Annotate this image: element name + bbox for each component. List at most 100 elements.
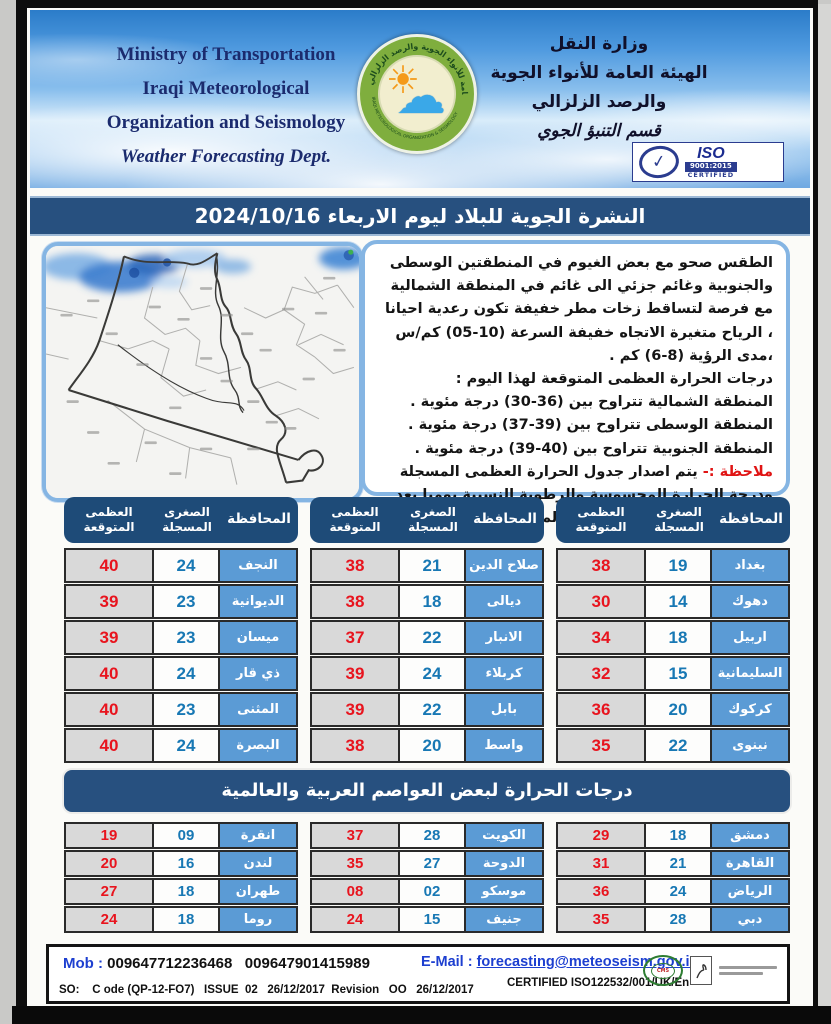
governorate-name-cell: ذي قار — [220, 656, 298, 691]
governorate-temps-table: العظمى المتوقعة الصغرى المسجلة المحافظة … — [64, 497, 790, 764]
max-temp-cell: 32 — [556, 656, 646, 691]
maxtemp-intro-line: درجات الحرارة العظمى المتوقعة لهذا اليوم… — [455, 370, 773, 387]
capitals-group-left: 19 09 انقرة 20 16 لندن 27 18 طهران 24 18… — [64, 822, 298, 934]
city-name-cell: لندن — [220, 850, 298, 877]
ministry-line: وزارة النقل — [549, 34, 649, 54]
min-temp-cell: 28 — [646, 906, 712, 933]
table-header: العظمى المتوقعة الصغرى المسجلة المحافظة — [310, 497, 544, 543]
table-row: 35 22 نينوى — [556, 728, 790, 763]
capitals-temps-table: 19 09 انقرة 20 16 لندن 27 18 طهران 24 18… — [64, 822, 790, 934]
governorate-name-cell: كركوك — [712, 692, 790, 727]
table-row: 37 28 الكويت — [310, 822, 544, 849]
min-temp-cell: 16 — [154, 850, 220, 877]
governorate-name-cell: اربيل — [712, 620, 790, 655]
min-temp-cell: 21 — [400, 548, 466, 583]
capitals-section-title-bar: درجات الحرارة لبعض العواصم العربية والعا… — [64, 770, 790, 812]
city-name-cell: دبي — [712, 906, 790, 933]
iso-standard: 9001:2015 — [685, 162, 737, 172]
governorate-name-cell: المثنى — [220, 692, 298, 727]
table-row: 24 15 جنيف — [310, 906, 544, 933]
note-label: ملاحظة :- — [702, 463, 773, 480]
min-temp-cell: 15 — [400, 906, 466, 933]
country-border — [67, 252, 324, 484]
capitals-group-right: 29 18 دمشق 31 21 القاهرة 36 24 الرياض 35… — [556, 822, 790, 934]
city-name-cell: انقرة — [220, 822, 298, 849]
min-temp-cell: 02 — [400, 878, 466, 905]
governorate-name-cell: بابل — [466, 692, 544, 727]
min-temp-cell: 18 — [154, 878, 220, 905]
email-link[interactable]: forecasting@meteoseism.gov.iq — [476, 954, 699, 970]
max-temp-cell: 27 — [64, 878, 154, 905]
column-header-min-recorded: الصغرى المسجلة — [162, 504, 212, 534]
min-temp-cell: 23 — [154, 692, 220, 727]
accreditation-oval-logo: CMS — [643, 955, 683, 986]
table-row: 39 23 الديوانية — [64, 584, 298, 619]
city-name-cell: القاهرة — [712, 850, 790, 877]
table-row: 35 28 دبي — [556, 906, 790, 933]
table-row: 08 02 موسكو — [310, 878, 544, 905]
max-temp-cell: 38 — [310, 584, 400, 619]
governorate-name-cell: كربلاء — [466, 656, 544, 691]
max-temp-cell: 39 — [310, 692, 400, 727]
city-name-cell: جنيف — [466, 906, 544, 933]
min-temp-cell: 24 — [646, 878, 712, 905]
certification-glyph — [696, 963, 707, 978]
max-temp-cell: 39 — [310, 656, 400, 691]
governorate-name-cell: البصرة — [220, 728, 298, 763]
min-temp-cell: 15 — [646, 656, 712, 691]
max-temp-cell: 40 — [64, 728, 154, 763]
max-temp-cell: 40 — [64, 548, 154, 583]
admin-boundaries — [46, 263, 355, 485]
seal-ring-text: الهيئة العامة للأنواء الجوية والرصد الزل… — [360, 37, 469, 140]
min-temp-cell: 18 — [154, 906, 220, 933]
mobile-numbers: Mob : 009647712236468 009647901415989 — [63, 955, 370, 972]
max-temp-cell: 35 — [556, 906, 646, 933]
min-temp-cell: 24 — [154, 548, 220, 583]
max-temp-cell: 36 — [556, 878, 646, 905]
city-name-cell: الكويت — [466, 822, 544, 849]
table-row: 39 22 بابل — [310, 692, 544, 727]
max-temp-cell: 39 — [64, 620, 154, 655]
column-header-governorate: المحافظة — [719, 511, 783, 528]
city-name-cell: موسكو — [466, 878, 544, 905]
governorate-name-cell: الديوانية — [220, 584, 298, 619]
min-temp-cell: 24 — [154, 728, 220, 763]
max-temp-cell: 37 — [310, 620, 400, 655]
min-temp-cell: 14 — [646, 584, 712, 619]
max-temp-cell: 29 — [556, 822, 646, 849]
email-label: E-Mail : — [421, 954, 477, 970]
governorate-name-cell: دهوك — [712, 584, 790, 619]
max-temp-cell: 35 — [310, 850, 400, 877]
min-temp-cell: 21 — [646, 850, 712, 877]
table-row: 39 24 كربلاء — [310, 656, 544, 691]
table-row: 38 21 صلاح الدين — [310, 548, 544, 583]
min-temp-cell: 18 — [646, 822, 712, 849]
ministry-name-arabic: وزارة النقل الهيئة العامة للأنواء الجوية… — [434, 30, 764, 146]
table-row: 29 18 دمشق — [556, 822, 790, 849]
south-region-line: المنطقة الجنوبية تتراوح بين (40-39) درجة… — [414, 440, 773, 457]
ministry-line: الهيئة العامة للأنواء الجوية — [490, 63, 708, 83]
table-row: 32 15 السليمانية — [556, 656, 790, 691]
max-temp-cell: 40 — [64, 692, 154, 727]
governorate-name-cell: الانبار — [466, 620, 544, 655]
max-temp-cell: 38 — [556, 548, 646, 583]
ministry-name-english: Ministry of Transportation Iraqi Meteoro… — [58, 38, 394, 174]
map-label-marks — [60, 276, 346, 475]
ministry-line: Ministry of Transportation — [116, 44, 336, 65]
city-name-cell: روما — [220, 906, 298, 933]
iso-badge-text: ISO 9001:2015 CERTIFIED — [685, 145, 737, 179]
min-temp-cell: 22 — [400, 620, 466, 655]
max-temp-cell: 39 — [64, 584, 154, 619]
table-row: 34 18 اربيل — [556, 620, 790, 655]
footer-contact-bar: Mob : 009647712236468 009647901415989 E-… — [46, 944, 790, 1004]
iraq-precipitation-map — [42, 242, 363, 502]
max-temp-cell: 34 — [556, 620, 646, 655]
ministry-line: والرصد الزلزالي — [531, 92, 667, 112]
table-header: العظمى المتوقعة الصغرى المسجلة المحافظة — [556, 497, 790, 543]
central-region-line: المنطقة الوسطى تتراوح بين (39-37) درجة م… — [408, 417, 773, 434]
governorate-name-cell: صلاح الدين — [466, 548, 544, 583]
certification-mark-logo — [690, 956, 712, 985]
max-temp-cell: 24 — [64, 906, 154, 933]
city-name-cell: طهران — [220, 878, 298, 905]
table-row: 27 18 طهران — [64, 878, 298, 905]
